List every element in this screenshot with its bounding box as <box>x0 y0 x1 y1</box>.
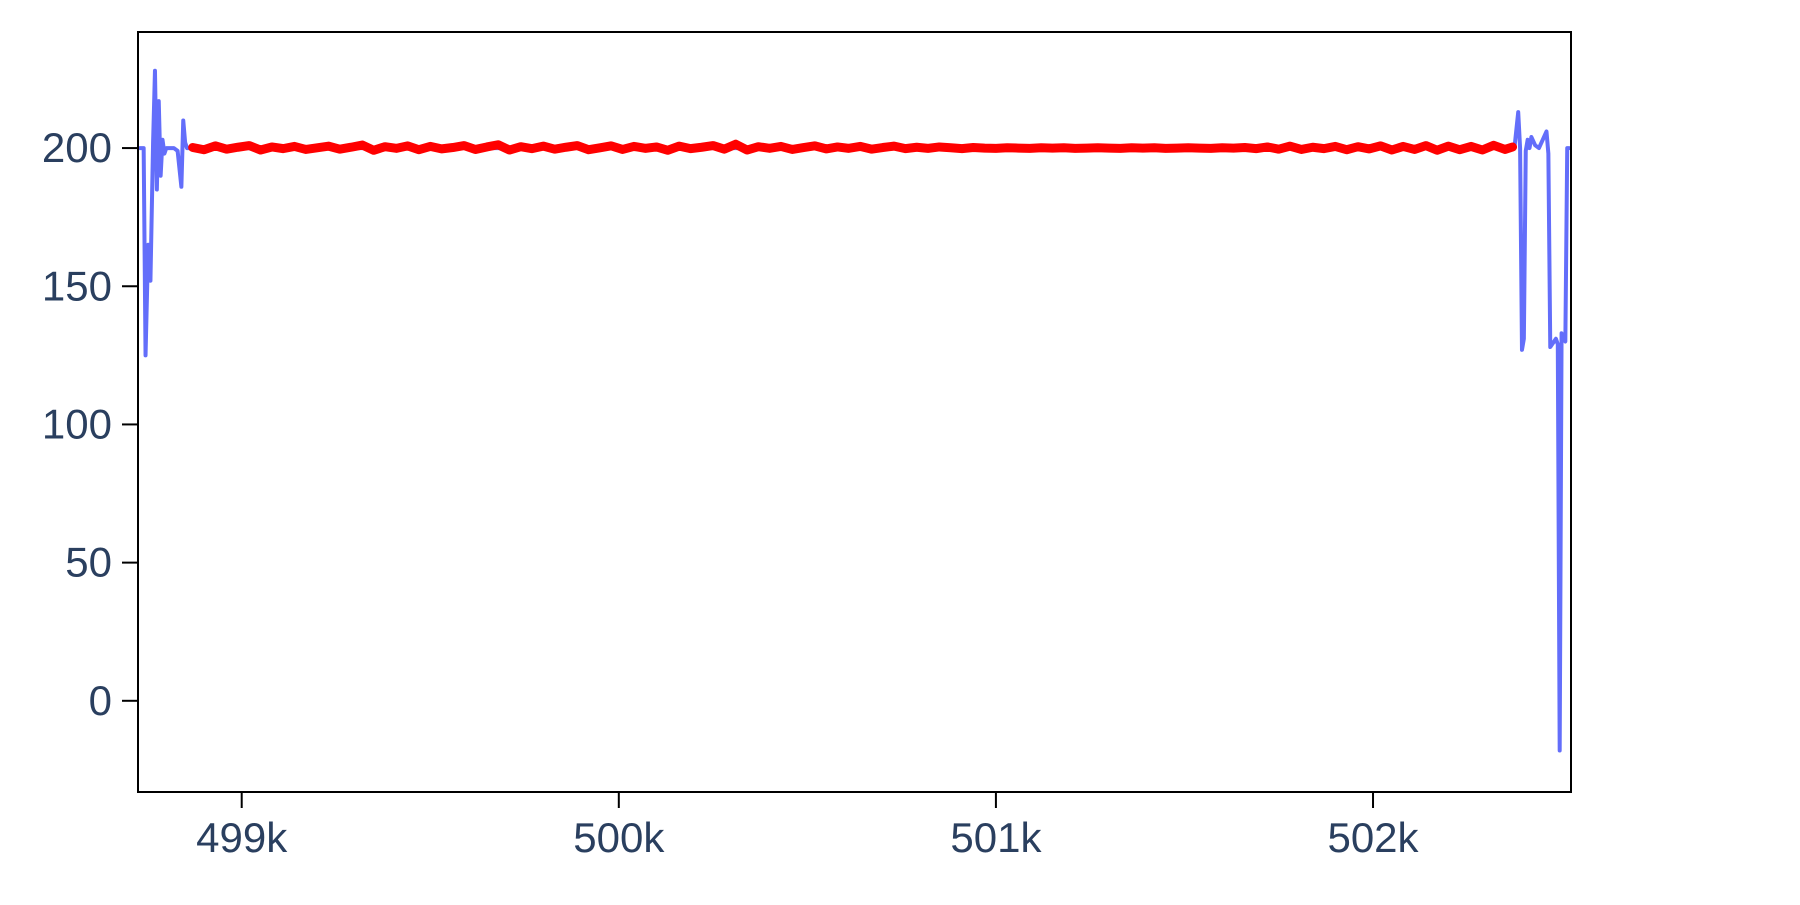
series-layer <box>137 68 1572 753</box>
y-axis: 0 50 100 150 200 <box>42 124 138 724</box>
x-tick-label: 499k <box>196 814 288 861</box>
x-tick-label: 500k <box>573 814 665 861</box>
y-tick-label: 200 <box>42 124 112 171</box>
x-axis: 499k 500k 501k 502k <box>196 792 1420 861</box>
y-tick-label: 100 <box>42 400 112 447</box>
y-tick-label: 0 <box>89 677 112 724</box>
y-tick-label: 50 <box>65 539 112 586</box>
x-tick-label: 502k <box>1327 814 1419 861</box>
y-tick-label: 150 <box>42 262 112 309</box>
series-line-2 <box>188 139 1518 155</box>
x-tick-label: 501k <box>950 814 1042 861</box>
plot-area-frame <box>137 31 1572 793</box>
